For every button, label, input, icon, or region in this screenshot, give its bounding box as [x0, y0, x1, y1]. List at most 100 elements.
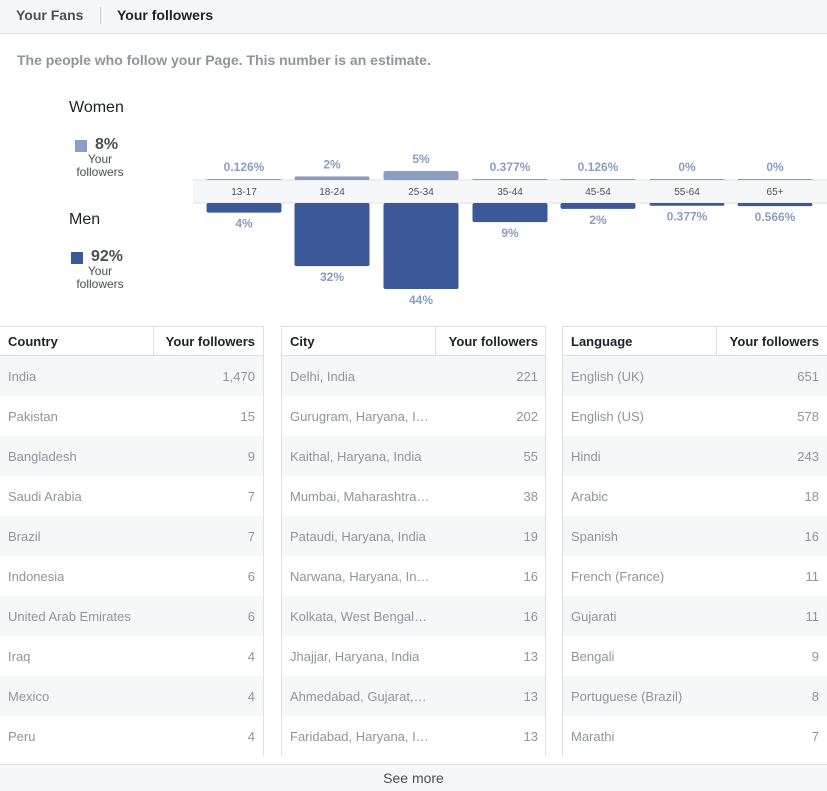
- follower-count: 19: [523, 529, 538, 544]
- table-row: Delhi, India 221: [282, 356, 546, 396]
- country-name: Indonesia: [8, 569, 65, 584]
- city-name: Kolkata, West Bengal, I...: [290, 609, 430, 624]
- table-row: Hindi 243: [563, 436, 827, 476]
- follower-count: 1,470: [222, 369, 255, 384]
- country-name: Saudi Arabia: [8, 489, 82, 504]
- follower-count: 9: [811, 649, 819, 664]
- city-name: Faridabad, Haryana, In...: [290, 729, 430, 744]
- women-data-label: 2%: [323, 157, 341, 171]
- women-bar-18-24[interactable]: [294, 176, 370, 180]
- age-tick-label: 25-34: [408, 187, 434, 198]
- language-table-header: Language Your followers: [563, 326, 827, 356]
- table-row: Portuguese (Brazil) 8: [563, 676, 827, 716]
- follower-count: 15: [240, 409, 255, 424]
- language-name: English (US): [571, 409, 644, 424]
- age-tick-label: 55-64: [674, 187, 700, 198]
- men-data-label: 9%: [501, 226, 519, 240]
- follower-count: 6: [247, 569, 255, 584]
- men-bar-13-17[interactable]: [206, 203, 282, 213]
- tab-your-followers[interactable]: Your followers: [117, 7, 214, 23]
- see-more-button[interactable]: See more: [0, 764, 827, 791]
- tab-your-fans[interactable]: Your Fans: [16, 7, 84, 23]
- women-bar-45-54[interactable]: [560, 179, 636, 180]
- men-bar-45-54[interactable]: [560, 203, 636, 209]
- country-name: Mexico: [8, 689, 50, 704]
- men-bar-35-44[interactable]: [472, 203, 548, 223]
- table-row: Gujarati 11: [563, 596, 827, 636]
- table-row: Spanish 16: [563, 516, 827, 556]
- follower-count: 16: [804, 529, 819, 544]
- table-row: English (US) 578: [563, 396, 827, 436]
- city-name: Narwana, Haryana, India: [290, 569, 430, 584]
- followers-tables: Country Your followers India 1,470 Pakistan 1…: [0, 326, 827, 756]
- age-tick-label: 45-54: [585, 187, 611, 198]
- women-bar-13-17[interactable]: [206, 179, 282, 180]
- country-table-header: Country Your followers: [0, 326, 263, 356]
- table-row: Peru 4: [0, 716, 263, 756]
- follower-count: 7: [811, 729, 819, 744]
- tab-bar: Your Fans Your followers: [0, 0, 827, 34]
- follower-count: 55: [523, 449, 538, 464]
- women-bar-65+[interactable]: [737, 179, 813, 180]
- follower-count: 13: [523, 689, 538, 704]
- men-bar-65+[interactable]: [737, 203, 813, 207]
- table-gap: [545, 326, 563, 756]
- men-data-label: 4%: [235, 217, 253, 231]
- language-name: Portuguese (Brazil): [571, 689, 683, 704]
- follower-count: 16: [523, 569, 538, 584]
- table-row: Indonesia 6: [0, 556, 263, 596]
- city-name: Jhajjar, Haryana, India: [290, 649, 420, 664]
- women-data-label: 0%: [766, 160, 784, 174]
- language-name: English (UK): [571, 369, 644, 384]
- women-bar-35-44[interactable]: [472, 179, 548, 180]
- language-column-header[interactable]: Language: [571, 334, 633, 349]
- follower-count: 4: [247, 649, 255, 664]
- women-data-label: 5%: [412, 152, 430, 166]
- city-name: Kaithal, Haryana, India: [290, 449, 422, 464]
- follower-count: 11: [805, 569, 820, 584]
- age-tick-label: 35-44: [497, 187, 523, 198]
- followers-column-header[interactable]: Your followers: [729, 334, 819, 349]
- men-bar-25-34[interactable]: [383, 203, 459, 289]
- table-row: United Arab Emirates 6: [0, 596, 263, 636]
- women-sublabel: Your followers: [76, 152, 124, 179]
- women-title: Women: [69, 99, 124, 116]
- country-name: Bangladesh: [8, 449, 77, 464]
- country-column-header[interactable]: Country: [8, 334, 58, 349]
- men-bar-55-64[interactable]: [649, 203, 725, 206]
- country-name: Brazil: [8, 529, 41, 544]
- city-column-header[interactable]: City: [290, 334, 315, 349]
- age-tick-label: 18-24: [319, 187, 345, 198]
- page-subtitle: The people who follow your Page. This nu…: [17, 52, 431, 68]
- table-row: Jhajjar, Haryana, India 13: [282, 636, 546, 676]
- city-name: Gurugram, Haryana, In...: [290, 409, 430, 424]
- table-row: Narwana, Haryana, India 16: [282, 556, 546, 596]
- country-name: United Arab Emirates: [8, 609, 131, 624]
- table-row: Kaithal, Haryana, India 55: [282, 436, 546, 476]
- followers-column-header[interactable]: Your followers: [165, 334, 255, 349]
- followers-column-header[interactable]: Your followers: [448, 334, 538, 349]
- table-row: Faridabad, Haryana, In... 13: [282, 716, 546, 756]
- table-row: Marathi 7: [563, 716, 827, 756]
- header-divider: [153, 327, 154, 356]
- men-bar-18-24[interactable]: [294, 203, 370, 267]
- country-table: Country Your followers India 1,470 Pakistan 1…: [0, 326, 263, 756]
- country-name: Pakistan: [8, 409, 58, 424]
- table-row: Gurugram, Haryana, In... 202: [282, 396, 546, 436]
- follower-count: 11: [805, 609, 820, 624]
- follower-count: 6: [247, 609, 255, 624]
- language-name: Marathi: [571, 729, 615, 744]
- women-bar-55-64[interactable]: [649, 179, 725, 180]
- women-data-label: 0.126%: [578, 160, 619, 174]
- follower-count: 9: [247, 449, 255, 464]
- men-data-label: 0.566%: [755, 210, 796, 224]
- follower-count: 13: [523, 729, 538, 744]
- follower-count: 4: [247, 729, 255, 744]
- city-name: Pataudi, Haryana, India: [290, 529, 426, 544]
- table-row: Arabic 18: [563, 476, 827, 516]
- age-axis-strip: [193, 180, 827, 203]
- men-data-label: 0.377%: [667, 210, 708, 224]
- table-row: Ahmedabad, Gujarat, I... 13: [282, 676, 546, 716]
- language-name: Bengali: [571, 649, 615, 664]
- women-bar-25-34[interactable]: [383, 171, 459, 180]
